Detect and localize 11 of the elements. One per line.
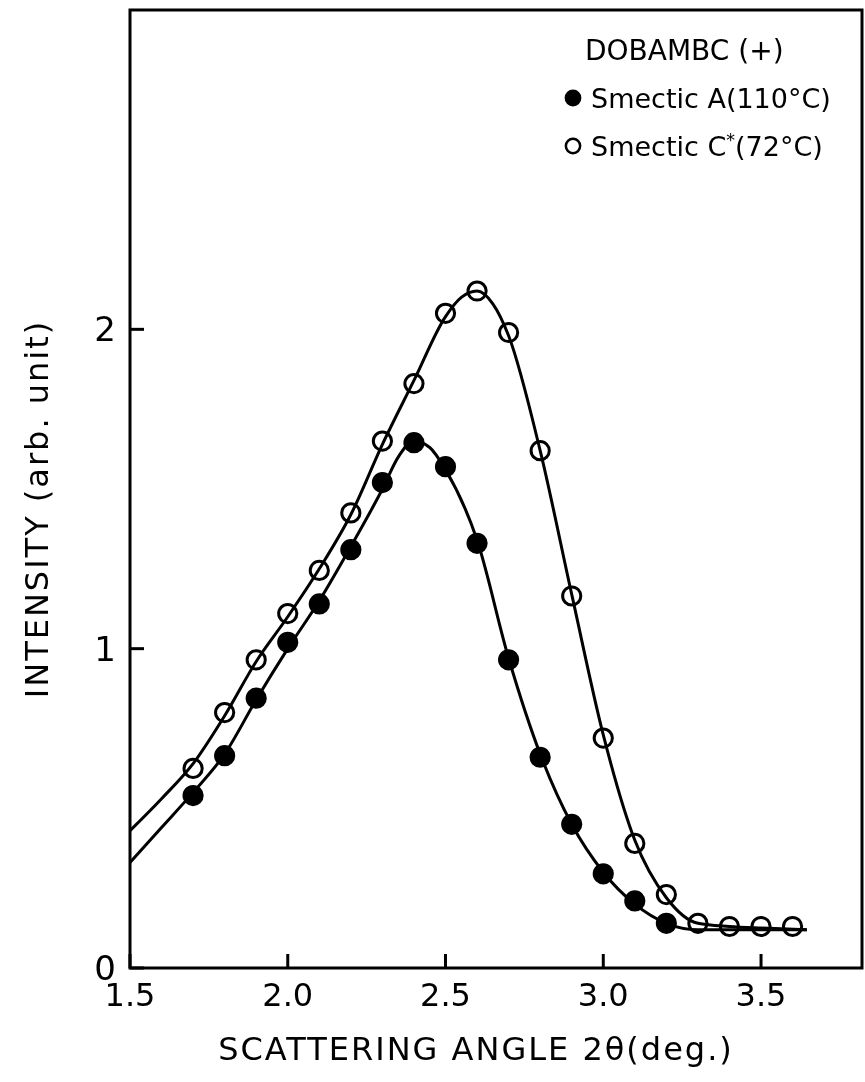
y-axis-title: INTENSITY (arb. unit) [18, 319, 56, 699]
legend-label: Smectic A(110°C) [591, 83, 831, 114]
x-tick-label: 3.0 [577, 976, 629, 1014]
legend-title: DOBAMBC (+) [585, 34, 784, 67]
legend-label: Smectic C$^{*}$(72°C) [591, 130, 823, 162]
x-axis-title: SCATTERING ANGLE 2θ(deg.) [218, 1030, 734, 1068]
y-tick-label: 2 [94, 309, 116, 350]
x-tick-label: 2.5 [420, 976, 471, 1014]
x-tick-label: 2.0 [262, 976, 314, 1014]
y-tick-label: 1 [94, 628, 116, 669]
x-tick-label: 3.5 [735, 976, 787, 1014]
